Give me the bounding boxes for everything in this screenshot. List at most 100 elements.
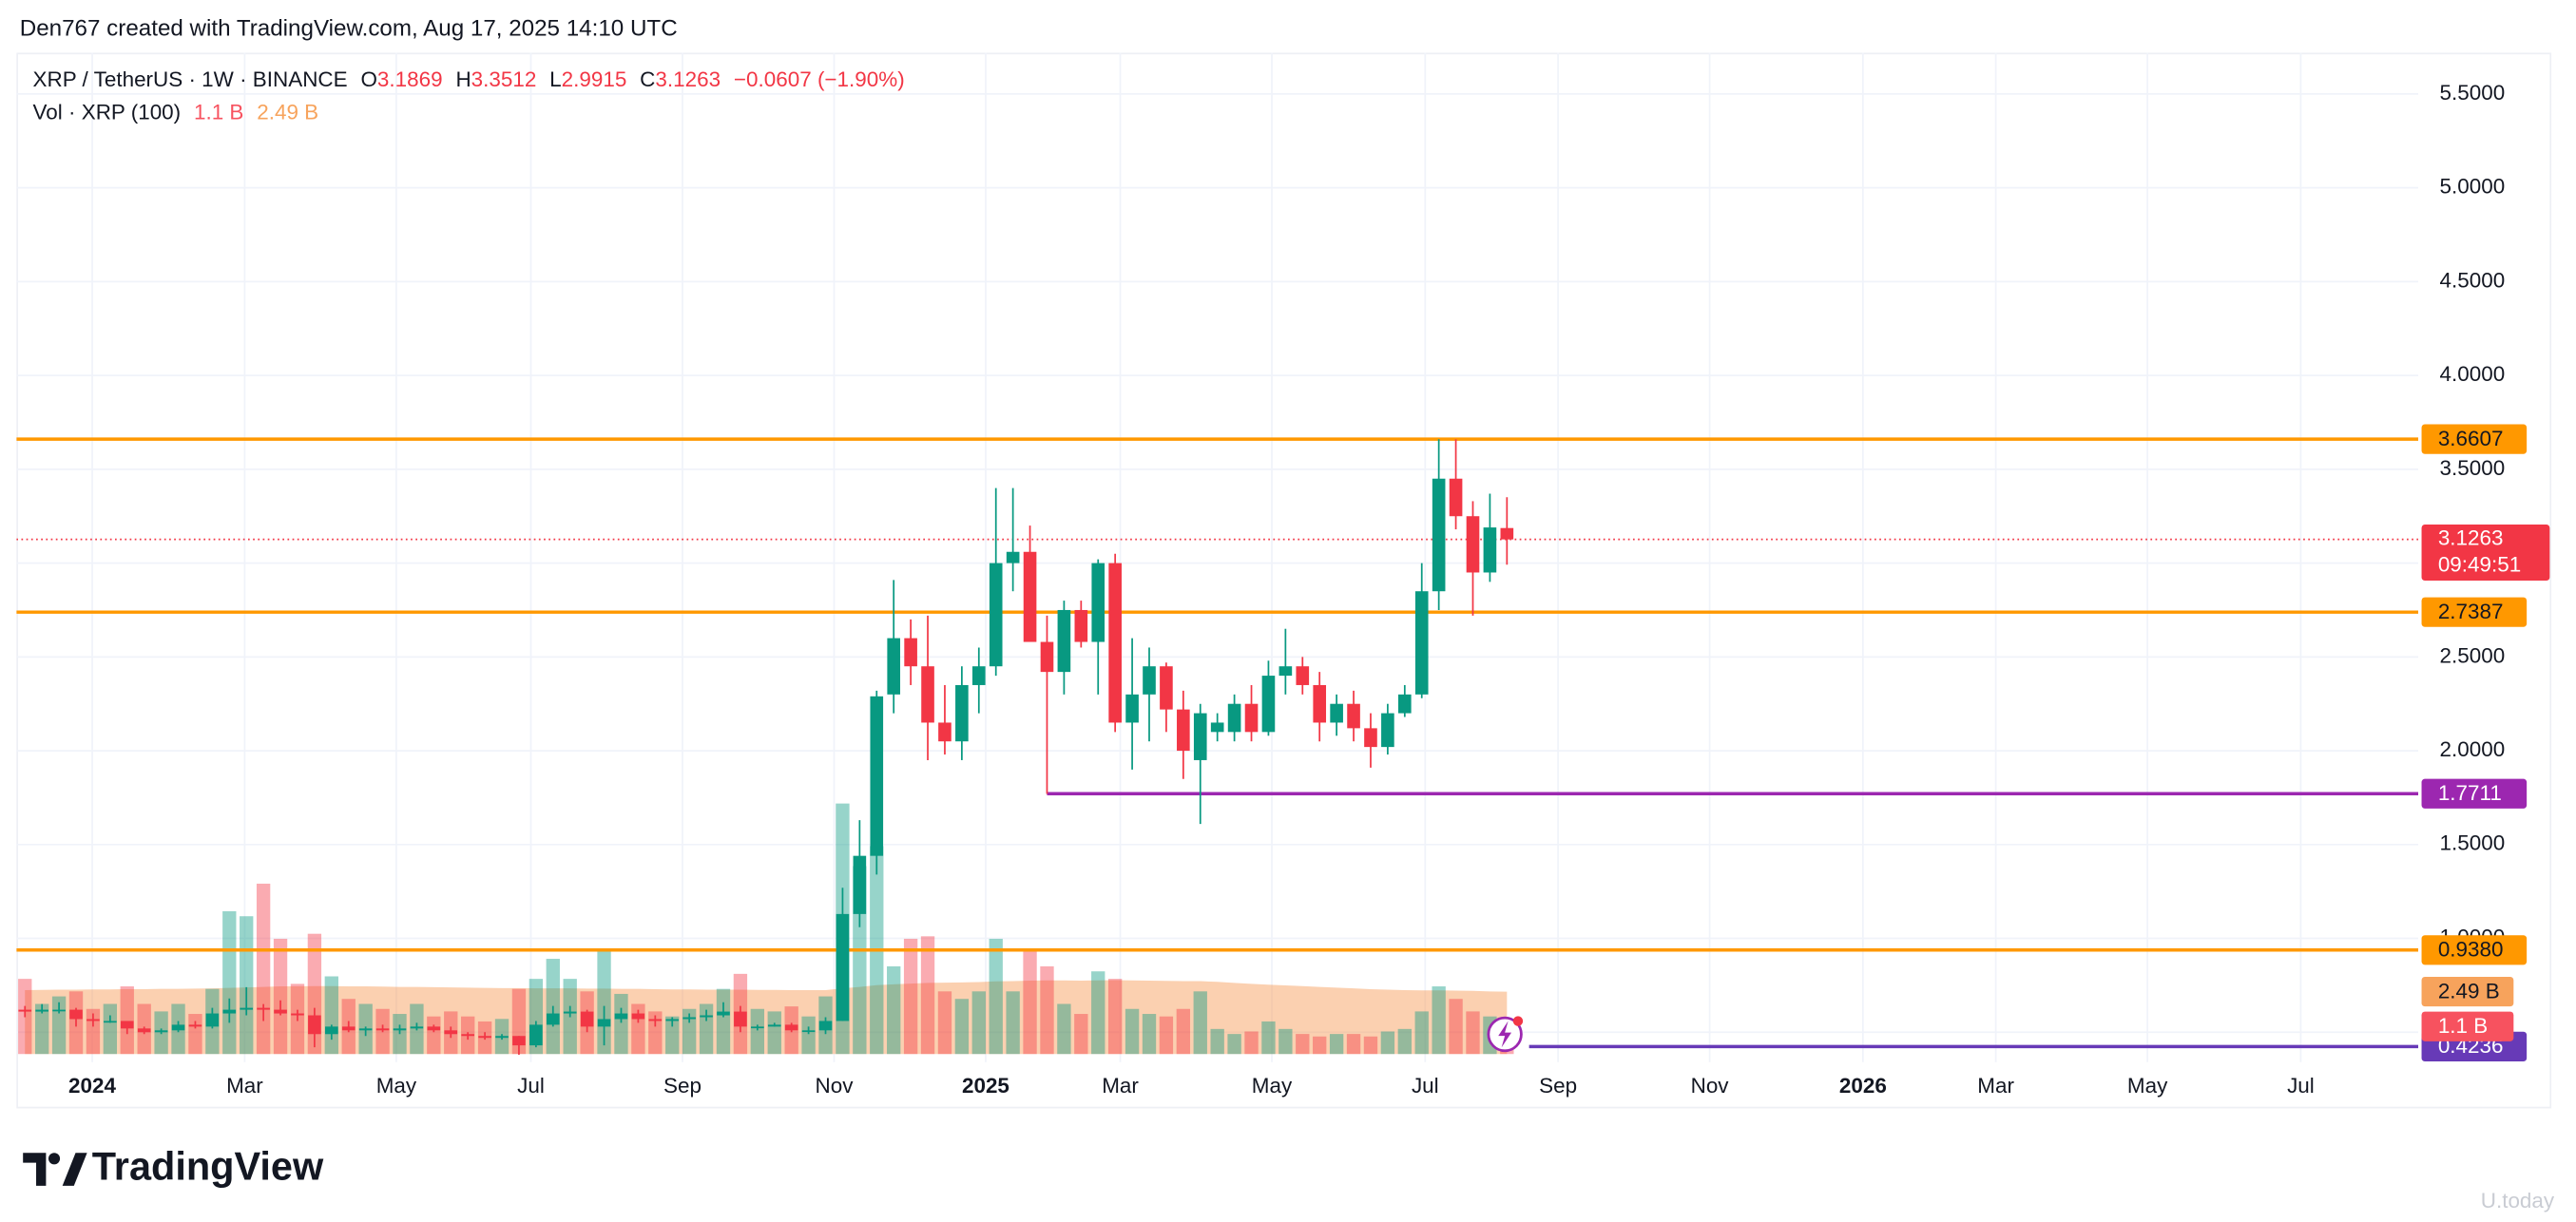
candle-body — [1125, 694, 1139, 723]
ohlc-value: 3.3512 — [471, 67, 537, 91]
ohlc-key: H — [455, 67, 471, 91]
candle-body — [291, 1013, 304, 1016]
candle-body — [35, 1009, 48, 1012]
candle-body — [818, 1021, 833, 1031]
candle-body — [801, 1030, 816, 1033]
candle-body — [1278, 666, 1293, 677]
candle-body — [955, 684, 969, 742]
y-tick-label: 4.5000 — [2440, 268, 2506, 292]
candle-body — [971, 666, 986, 685]
volume-bar — [937, 991, 952, 1055]
replay-icon — [1487, 1016, 1524, 1053]
candle-body — [120, 1021, 134, 1029]
volume-bar — [648, 1011, 663, 1055]
volume-legend-value: 1.1 B — [194, 101, 243, 124]
candle-body — [1143, 666, 1156, 695]
candle-body — [1330, 703, 1343, 723]
candle-body — [870, 696, 884, 856]
legend-line: XRP / TetherUS · 1W · BINANCE O3.1869 H3.3… — [33, 67, 905, 91]
volume-bar — [682, 1008, 697, 1055]
volume-bar — [597, 948, 611, 1055]
volume-bar — [256, 883, 271, 1055]
icon-bolt — [1498, 1021, 1512, 1048]
volume-bar — [801, 1016, 816, 1055]
candle-body — [257, 1007, 270, 1010]
candle-body — [171, 1024, 185, 1031]
candle-body — [1414, 591, 1429, 695]
candle-body — [325, 1026, 338, 1035]
candle-body — [1261, 676, 1276, 733]
volume-bar — [1040, 965, 1054, 1055]
candle-body — [853, 855, 867, 914]
candle-body — [512, 1036, 526, 1046]
volume-legend-value: 2.49 B — [257, 101, 318, 124]
x-tick-label: Jul — [1412, 1074, 1439, 1098]
candle-body — [546, 1013, 560, 1025]
candle-body — [989, 563, 1003, 667]
candle-body — [154, 1030, 168, 1033]
candle-body — [1381, 713, 1394, 748]
y-tick-label: 2.0000 — [2440, 737, 2506, 761]
candle-body — [904, 638, 917, 667]
y-tick-label: 5.5000 — [2440, 81, 2506, 105]
ohlc-value: 3.1263 — [655, 67, 721, 91]
level-label-box — [2421, 778, 2528, 809]
candle-body — [427, 1026, 441, 1031]
candle-body — [1227, 703, 1241, 733]
volume-bar — [920, 936, 935, 1055]
candle-body — [767, 1024, 781, 1027]
volume-bar — [222, 910, 237, 1055]
x-tick-label: Mar — [1977, 1074, 2014, 1098]
volume-bar — [1142, 1014, 1157, 1055]
volume-bar — [750, 1008, 764, 1055]
header: Den767 created with TradingView.com, Aug… — [20, 16, 678, 42]
volume-bar — [1261, 1021, 1276, 1055]
candle-body — [410, 1026, 424, 1029]
x-tick-label: Mar — [226, 1074, 263, 1098]
volume-bar — [1397, 1028, 1412, 1055]
volume-bar — [767, 1011, 781, 1055]
ohlc-key: L — [549, 67, 561, 91]
volume-bar — [1244, 1031, 1259, 1055]
volume-bar — [1278, 1028, 1293, 1055]
volume-label-box — [2421, 1011, 2514, 1041]
price-axis: 5.50005.00004.50004.00003.50003.00002.50… — [2421, 81, 2550, 1061]
x-tick-label: May — [1252, 1074, 1293, 1098]
volume-bar — [665, 1016, 680, 1055]
candle-body — [18, 1009, 32, 1012]
candle-body — [358, 1028, 373, 1031]
candle-body — [375, 1028, 390, 1031]
candle-body — [1006, 551, 1020, 563]
volume-bar — [1380, 1031, 1395, 1055]
candle-body — [205, 1013, 220, 1027]
candle-body — [1432, 478, 1446, 592]
candle-body — [665, 1019, 680, 1022]
candle-body — [631, 1013, 645, 1020]
x-tick-label: 2025 — [962, 1074, 1009, 1098]
volume-bar — [1210, 1028, 1224, 1055]
candle-body — [784, 1024, 798, 1031]
ohlc-key: O — [360, 67, 376, 91]
volume-bar — [34, 1003, 49, 1055]
candle-body — [580, 1011, 594, 1027]
volume-bar — [1091, 971, 1105, 1055]
volume-bar — [716, 988, 731, 1055]
ohlc-value: 3.1869 — [377, 67, 443, 91]
candle-body — [734, 1011, 747, 1027]
level-label-box — [2421, 597, 2528, 627]
candle-body — [1177, 709, 1190, 752]
candle-body — [495, 1036, 509, 1039]
candle-body — [188, 1024, 202, 1027]
candle-body — [1244, 703, 1259, 733]
legend-line: Vol · XRP (100) 1.1 B 2.49 B — [33, 101, 319, 124]
logo-mark — [62, 1153, 87, 1186]
candle-body — [1347, 703, 1360, 729]
level-label: 0.9380 — [2438, 938, 2504, 962]
candle-body — [461, 1034, 474, 1037]
watermark: U.today — [2481, 1189, 2555, 1212]
candle-body — [1040, 641, 1054, 673]
y-tick-label: 3.5000 — [2440, 456, 2506, 480]
last-price-box — [2421, 525, 2550, 581]
